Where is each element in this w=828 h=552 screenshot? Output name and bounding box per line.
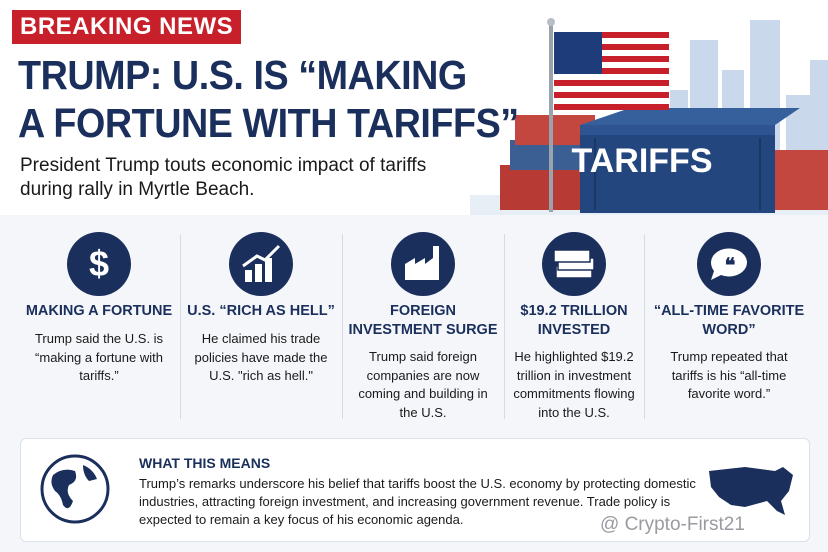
icon [229,232,293,296]
svg-text:❝: ❝ [725,255,736,277]
subtitle-line: during rally in Myrtle Beach. [20,179,255,200]
icon [542,232,606,296]
card-heading: $19.2 TRILLION INVESTED [520,303,628,338]
card-heading: FOREIGN INVESTMENT SURGE [348,303,498,338]
flag-pole [549,22,553,212]
card-text: Trump repeated that tariffs is his “all-… [670,349,788,401]
card-heading: MAKING A FORTUNE [25,303,173,319]
card-text: Trump said the U.S. is “making a fortune… [34,331,164,383]
card-text: He highlighted $19.2 trillion in investm… [513,349,635,420]
badge: BREAKING NEWS [12,10,242,44]
subtitle-line: President Trump touts economic impact of… [20,155,427,176]
card: $ MAKING A FORTUNE Trump said the U.S. i… [20,224,178,429]
card: U.S. “RICH AS HELL” He claimed his trade… [182,224,340,429]
summary-box: WHAT THIS MEANS Trump’s remarks undersco… [20,438,810,542]
illustration: TARIFFS [470,18,828,215]
card: FOREIGN INVESTMENT SURGE Trump said fore… [344,224,502,429]
icon: $ [67,232,131,296]
card: $19.2 TRILLION INVESTED He highlighted $… [495,224,653,429]
usa-map [709,467,793,515]
separator [180,234,181,419]
separator [644,234,645,419]
icon: ❝ [697,232,761,296]
containers [500,108,828,213]
separator [504,234,505,419]
cards: $ MAKING A FORTUNE Trump said the U.S. i… [20,224,810,429]
svg-text:$: $ [89,243,109,284]
watermark: @ Crypto-First21 [600,514,745,535]
pole-top [547,18,555,26]
summary-text: Trump’s remarks underscore his belief th… [139,476,696,527]
title-line: A FORTUNE WITH TARIFFS” [18,100,519,146]
separator [342,234,343,419]
flag [554,32,669,110]
globe-icon [40,454,110,524]
title-line: TRUMP: U.S. IS “MAKING [18,52,467,98]
card-heading: “ALL-TIME FAVORITE WORD” [653,303,805,338]
container-label: TARIFFS [571,142,712,180]
card: ❝ “ALL-TIME FAVORITE WORD” Trump repeate… [650,224,808,429]
card-heading: U.S. “RICH AS HELL” [187,303,335,319]
card-text: He claimed his trade policies have made … [194,331,328,383]
summary-title: WHAT THIS MEANS [139,455,271,471]
icon [391,232,455,296]
card-text: Trump said foreign companies are now com… [358,349,488,420]
